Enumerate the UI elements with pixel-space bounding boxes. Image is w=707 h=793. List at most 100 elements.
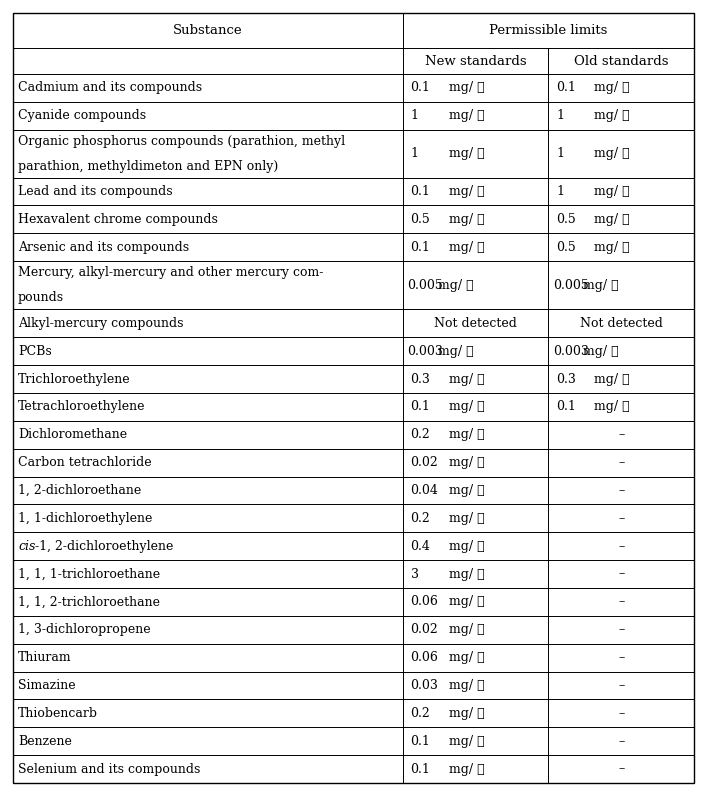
Text: Substance: Substance	[173, 25, 243, 37]
Text: Selenium and its compounds: Selenium and its compounds	[18, 763, 200, 776]
Text: parathion, methyldimeton and EPN only): parathion, methyldimeton and EPN only)	[18, 159, 279, 173]
Text: –: –	[618, 763, 624, 776]
Text: 1: 1	[556, 185, 564, 198]
Text: Benzene: Benzene	[18, 734, 72, 748]
Bar	[13, 102, 402, 129]
Bar	[548, 699, 694, 727]
Bar	[402, 560, 548, 588]
Bar	[402, 309, 548, 337]
Text: Alkyl-mercury compounds: Alkyl-mercury compounds	[18, 316, 184, 330]
Text: mg/ ℓ: mg/ ℓ	[595, 185, 630, 198]
Text: –: –	[618, 734, 624, 748]
Bar	[13, 532, 402, 560]
Bar	[402, 644, 548, 672]
Text: 1: 1	[556, 109, 564, 122]
Text: mg/ ℓ: mg/ ℓ	[448, 707, 484, 720]
Text: 0.005: 0.005	[407, 279, 443, 292]
Bar	[402, 205, 548, 233]
Bar	[13, 48, 402, 74]
Text: –: –	[618, 596, 624, 608]
Text: mg/ ℓ: mg/ ℓ	[448, 679, 484, 692]
Text: mg/ ℓ: mg/ ℓ	[583, 345, 619, 358]
Text: 0.1: 0.1	[556, 400, 576, 413]
Bar	[13, 261, 402, 309]
Bar	[402, 727, 548, 755]
Bar	[13, 74, 402, 102]
Bar	[548, 588, 694, 616]
Bar	[402, 178, 548, 205]
Bar	[548, 337, 694, 365]
Text: 1: 1	[411, 109, 419, 122]
Bar	[402, 393, 548, 421]
Bar	[402, 233, 548, 261]
Text: –: –	[618, 651, 624, 664]
Text: –: –	[618, 456, 624, 469]
Text: Not detected: Not detected	[434, 316, 517, 330]
Text: Hexavalent chrome compounds: Hexavalent chrome compounds	[18, 213, 218, 226]
Text: 0.2: 0.2	[411, 511, 431, 525]
Bar	[402, 74, 548, 102]
Bar	[548, 421, 694, 449]
Bar	[402, 365, 548, 393]
Text: Dichloromethane: Dichloromethane	[18, 428, 127, 441]
Text: PCBs: PCBs	[18, 345, 52, 358]
Text: 3: 3	[411, 568, 419, 580]
Bar	[548, 261, 694, 309]
Text: 0.5: 0.5	[556, 241, 576, 254]
Bar	[548, 616, 694, 644]
Text: –: –	[618, 540, 624, 553]
Text: mg/ ℓ: mg/ ℓ	[448, 109, 484, 122]
Text: Permissible limits: Permissible limits	[489, 25, 607, 37]
Bar	[402, 129, 548, 178]
Bar	[548, 205, 694, 233]
Bar	[402, 532, 548, 560]
Text: –: –	[618, 511, 624, 525]
Text: mg/ ℓ: mg/ ℓ	[448, 373, 484, 385]
Text: 1, 3-dichloropropene: 1, 3-dichloropropene	[18, 623, 151, 636]
Bar	[13, 233, 402, 261]
Bar	[402, 337, 548, 365]
Text: 0.2: 0.2	[411, 428, 431, 441]
Text: 0.003: 0.003	[554, 345, 589, 358]
Bar	[402, 616, 548, 644]
Bar	[13, 205, 402, 233]
Bar	[13, 393, 402, 421]
Text: 0.03: 0.03	[411, 679, 438, 692]
Bar	[13, 178, 402, 205]
Text: mg/ ℓ: mg/ ℓ	[448, 185, 484, 198]
Text: 0.1: 0.1	[556, 81, 576, 94]
Bar	[402, 755, 548, 783]
Text: Cadmium and its compounds: Cadmium and its compounds	[18, 81, 202, 94]
Bar	[13, 13, 402, 48]
Bar	[402, 13, 694, 48]
Bar	[548, 309, 694, 337]
Text: mg/ ℓ: mg/ ℓ	[448, 428, 484, 441]
Text: mg/ ℓ: mg/ ℓ	[448, 763, 484, 776]
Bar	[13, 477, 402, 504]
Bar	[13, 672, 402, 699]
Bar	[548, 504, 694, 532]
Text: Old standards: Old standards	[574, 55, 668, 67]
Bar	[13, 616, 402, 644]
Text: 1, 1, 1-trichloroethane: 1, 1, 1-trichloroethane	[18, 568, 160, 580]
Text: mg/ ℓ: mg/ ℓ	[595, 373, 630, 385]
Bar	[13, 449, 402, 477]
Bar	[402, 504, 548, 532]
Bar	[13, 129, 402, 178]
Text: Thiuram: Thiuram	[18, 651, 71, 664]
Text: –: –	[618, 484, 624, 497]
Text: 0.02: 0.02	[411, 623, 438, 636]
Bar	[548, 644, 694, 672]
Bar	[548, 102, 694, 129]
Text: cis: cis	[18, 540, 35, 553]
Text: 0.1: 0.1	[411, 81, 431, 94]
Bar	[548, 365, 694, 393]
Text: mg/ ℓ: mg/ ℓ	[448, 540, 484, 553]
Bar	[402, 588, 548, 616]
Bar	[402, 449, 548, 477]
Text: mg/ ℓ: mg/ ℓ	[448, 484, 484, 497]
Bar	[548, 233, 694, 261]
Bar	[13, 727, 402, 755]
Bar	[548, 672, 694, 699]
Bar	[548, 74, 694, 102]
